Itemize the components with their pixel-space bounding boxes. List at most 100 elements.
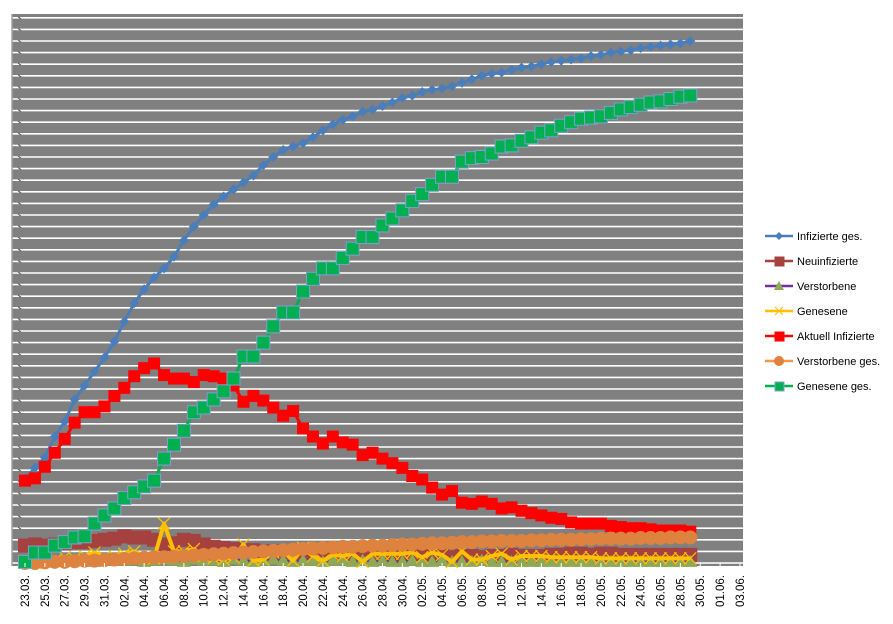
x-tick-label: 31.03. [99,575,111,607]
verstorbene-ges-point [355,539,370,554]
verstorbene-ges-point [335,539,350,554]
x-tick-label: 26.05. [656,575,668,607]
genesene-point [356,555,370,569]
infizierte-ges-point [546,56,557,67]
infizierte-ges-point [139,284,150,295]
infizierte-ges-point [586,51,597,62]
verstorbene-point [534,554,549,567]
verstorbene-ges-point [395,537,410,552]
x-tick-label: 02.05. [417,575,429,607]
x-tick-label: 03.06. [735,575,747,607]
infizierte-ges-point [357,106,368,117]
genesene-ges-point [266,319,281,334]
y-tick [17,190,22,194]
infizierte-ges-point [476,70,487,81]
infizierte-ges-point [218,191,229,202]
infizierte-ges-point [208,199,219,210]
y-tick [17,62,22,66]
verstorbene-ges-point [166,549,181,564]
genesene-point [634,551,648,565]
x-tick-label: 01.06. [715,575,727,607]
legend-marker-icon [774,331,785,342]
y-tick [17,352,22,356]
verstorbene-ges-point [137,550,152,565]
genesene-ges-point [296,284,311,299]
infizierte-ges-point [119,316,130,327]
x-tick-label: 24.04. [338,575,350,607]
aktuell-infizierte-point [108,389,121,402]
verstorbene-point [554,554,569,567]
x-tick-label: 04.04. [139,575,151,607]
x-tick-label: 08.05. [477,575,489,607]
verstorbene-point [623,554,638,567]
genesene-ges-point [305,271,320,286]
verstorbene-point [276,553,291,566]
x-tick-label: 30.05. [695,575,707,607]
x-tick-label: 25.03. [40,575,52,607]
genesene-point [624,551,638,565]
infizierte-ges-point [576,53,587,64]
genesene-point [505,553,518,566]
infizierte-ges-point [595,49,606,60]
x-tick-label: 10.04. [199,575,211,607]
y-tick [17,283,22,287]
y-tick [17,74,22,78]
verstorbene-point [345,554,360,567]
aktuell-infizierte-point [78,406,91,419]
aktuell-infizierte-point [247,389,260,402]
aktuell-infizierte-point [187,376,200,389]
legend-label: Neuinfizierte [797,256,858,268]
verstorbene-point [524,554,539,567]
legend-item-infizierte-ges: Infizierte ges. [765,231,862,243]
verstorbene-ges-point [236,545,251,560]
genesene-ges-point [107,501,122,516]
genesene-point [157,517,171,530]
verstorbene-point [454,554,469,567]
aktuell-infizierte-point [604,519,617,532]
x-tick-label: 27.03. [60,575,72,607]
x-tick-label: 06.04. [159,575,171,607]
infizierte-ges-point [427,84,438,95]
infizierte-ges-point [248,170,259,181]
legend-label: Genesene ges. [797,381,872,393]
infizierte-ges-point [675,38,686,49]
aktuell-infizierte-point [148,357,161,370]
aktuell-infizierte-point [366,446,379,459]
aktuell-infizierte-point [287,405,300,418]
infizierte-ges-point [566,54,577,65]
genesene-point [564,550,578,564]
aktuell-infizierte-point [277,409,290,422]
verstorbene-ges-point [673,530,688,545]
aktuell-infizierte-point [634,522,647,535]
verstorbene-ges-point [385,538,400,553]
verstorbene-point [603,554,618,567]
verstorbene-point [544,554,559,567]
x-tick-label: 28.05. [675,575,687,607]
verstorbene-ges-point [196,547,211,562]
genesene-point [525,549,538,563]
verstorbene-ges-point [57,554,72,569]
x-tick-label: 12.04. [219,575,231,607]
genesene-point [495,547,509,561]
y-tick [17,155,22,159]
y-tick [17,39,22,43]
infizierte-ges-point [407,90,418,101]
legend-label: Aktuell Infizierte [797,331,875,343]
y-tick [17,120,22,124]
infizierte-ges-point [268,152,279,162]
genesene-ges-point [246,349,261,364]
y-tick [17,16,22,20]
verstorbene-ges-point [107,552,122,567]
genesene-point [286,554,300,568]
genesene-ges-point [365,230,380,245]
verstorbene-point [613,554,628,567]
aktuell-infizierte-point [48,446,61,459]
infizierte-ges-point [665,39,676,50]
infizierte-ges-point [417,87,428,98]
verstorbene-ges-point [554,532,569,547]
legend-label: Infizierte ges. [797,231,862,243]
legend-marker-icon [775,232,783,240]
verstorbene-ges-point [157,550,172,565]
verstorbene-point [494,554,509,567]
